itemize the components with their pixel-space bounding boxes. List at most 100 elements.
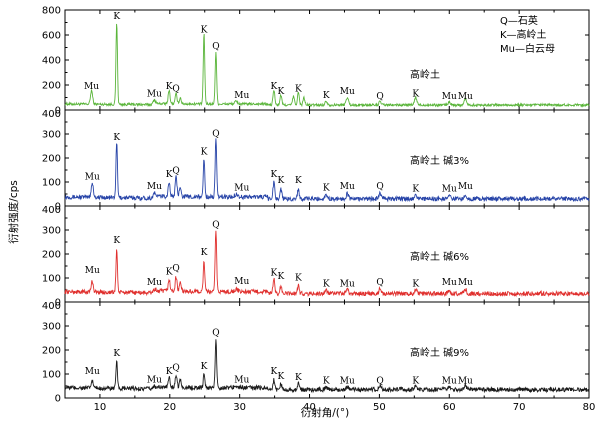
peak-label: Mu [147, 278, 162, 288]
peak-label: Q [212, 42, 219, 52]
peak-label: Mu [340, 279, 355, 289]
peak-label: Mu [442, 92, 457, 102]
peak-label: K [113, 349, 120, 359]
peak-label: K [166, 367, 173, 377]
peak-label: Mu [147, 89, 162, 99]
peak-label: Mu [147, 375, 162, 385]
legend-entry-kaolinite: K—高岭土 [500, 28, 547, 41]
y-tick-label: 100 [42, 370, 61, 381]
y-tick-label: 300 [42, 130, 61, 141]
peak-label: K [201, 147, 208, 157]
panel-title: 高岭土 碱3% [410, 154, 469, 167]
peak-label: Q [212, 329, 219, 339]
y-tick-label: 300 [42, 226, 61, 237]
peak-label: Q [172, 84, 179, 94]
peak-label: K [412, 279, 419, 289]
peak-label: K [113, 236, 120, 246]
y-tick-label: 200 [42, 250, 61, 261]
peak-label: Q [172, 363, 179, 373]
peak-label: Q [212, 129, 219, 139]
peak-label: Mu [458, 278, 473, 288]
peak-label: K [295, 84, 302, 94]
y-axis-title: 衍射强度/cps [7, 180, 20, 243]
peak-label: Q [172, 167, 179, 177]
peak-label: K [113, 133, 120, 143]
y-tick-label: 0 [55, 394, 61, 405]
y-tick-label: 400 [42, 109, 61, 120]
peak-label: K [166, 82, 173, 92]
peak-label: Mu [458, 182, 473, 192]
peak-label: K [166, 170, 173, 180]
y-tick-label: 100 [42, 274, 61, 285]
peak-label: Q [376, 377, 383, 387]
x-tick-label: 60 [443, 402, 456, 413]
xrd-pattern-line [64, 339, 590, 394]
peak-label: Mu [458, 92, 473, 102]
peak-label: K [323, 377, 330, 387]
x-tick-label: 50 [373, 402, 386, 413]
x-tick-label: 70 [513, 402, 526, 413]
peak-label: Mu [442, 377, 457, 387]
y-tick-label: 200 [42, 154, 61, 165]
peak-label: Mu [85, 266, 100, 276]
peak-label: K [323, 183, 330, 193]
y-tick-label: 400 [42, 301, 61, 312]
y-tick-label: 300 [42, 322, 61, 333]
y-tick-label: 0 [55, 298, 61, 309]
peak-label: Mu [442, 185, 457, 195]
y-tick-label: 100 [42, 178, 61, 189]
peak-label: K [278, 272, 285, 282]
y-tick-label: 200 [42, 346, 61, 357]
peak-label: K [201, 26, 208, 36]
xrd-pattern-line [64, 230, 590, 298]
peak-label: K [323, 91, 330, 101]
x-axis-title: 衍射角/(°) [301, 406, 349, 419]
panel-title: 高岭土 [410, 68, 440, 81]
y-tick-label: 400 [42, 56, 61, 67]
peak-label: K [271, 367, 278, 377]
peak-label: Q [376, 182, 383, 192]
legend: Q—石英 K—高岭土 Mu—白云母 [500, 14, 555, 55]
x-axis-tick-labels: 10 20 30 40 50 60 70 80 [94, 402, 596, 413]
peak-label: K [412, 89, 419, 99]
peak-label: Mu [234, 277, 249, 287]
xrd-pattern-line [64, 138, 590, 203]
peak-label: Mu [85, 367, 100, 377]
peak-label: Mu [147, 182, 162, 192]
peak-label: Q [376, 92, 383, 102]
peak-label: K [295, 176, 302, 186]
peak-label: Mu [84, 82, 99, 92]
peak-label: Mu [340, 182, 355, 192]
y-tick-label: 0 [55, 202, 61, 213]
peak-label: K [295, 373, 302, 383]
peak-label: K [278, 87, 285, 97]
peak-label: K [201, 362, 208, 372]
y-tick-label: 0 [55, 106, 61, 117]
peak-label: Mu [234, 375, 249, 385]
y-tick-label: 200 [42, 81, 61, 92]
x-tick-label: 30 [233, 402, 246, 413]
legend-entry-quartz: Q—石英 [500, 14, 538, 27]
peak-label: Mu [234, 91, 249, 101]
legend-entry-muscovite: Mu—白云母 [500, 42, 555, 55]
x-tick-label: 80 [583, 402, 596, 413]
peak-label: Mu [234, 183, 249, 193]
peak-label: Mu [340, 377, 355, 387]
peak-label: K [278, 176, 285, 186]
peak-label: K [412, 377, 419, 387]
xrd-pattern-line [64, 23, 590, 108]
peak-label: K [201, 248, 208, 258]
peak-label: K [323, 279, 330, 289]
x-tick-label: 10 [94, 402, 107, 413]
y-tick-label: 800 [42, 6, 61, 17]
y-tick-label: 400 [42, 205, 61, 216]
x-tick-label: 20 [163, 402, 176, 413]
peak-label: Mu [340, 87, 355, 97]
peak-label: K [113, 12, 120, 22]
peak-label: K [412, 185, 419, 195]
peak-label: K [271, 170, 278, 180]
